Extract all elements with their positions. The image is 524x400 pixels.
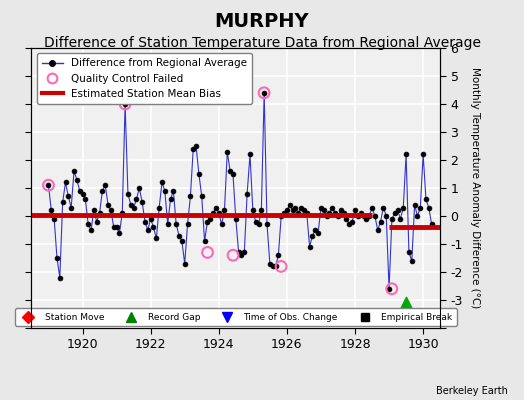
Point (45, 182, 53, 188)
Point (229, 252, 237, 258)
Point (260, 90, 268, 96)
Point (388, 286, 396, 292)
Legend: Station Move, Record Gap, Time of Obs. Change, Empirical Break: Station Move, Record Gap, Time of Obs. C… (15, 308, 457, 326)
Point (402, 300, 410, 306)
Text: Difference of Station Temperature Data from Regional Average: Difference of Station Temperature Data f… (43, 36, 481, 50)
Text: Berkeley Earth: Berkeley Earth (436, 386, 508, 396)
Text: MURPHY: MURPHY (215, 12, 309, 31)
Point (203, 249, 212, 256)
Point (277, 263, 285, 270)
Point (121, 101, 129, 107)
Y-axis label: Monthly Temperature Anomaly Difference (°C): Monthly Temperature Anomaly Difference (… (470, 67, 479, 309)
